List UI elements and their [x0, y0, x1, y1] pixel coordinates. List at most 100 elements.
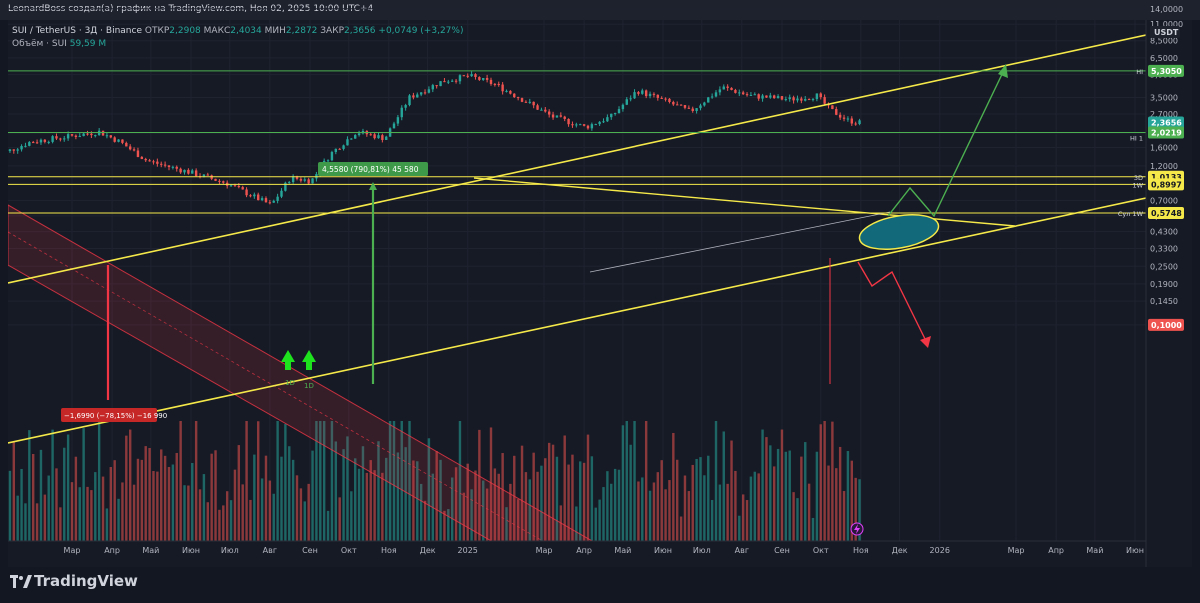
y-tick-label: 1,6000	[1150, 144, 1178, 153]
candle-body	[206, 174, 209, 176]
volume-bar	[757, 473, 760, 541]
candle-body	[513, 93, 516, 98]
candle-body	[613, 113, 617, 115]
footer-brand: TradingView	[34, 572, 138, 590]
volume-bar	[726, 483, 729, 541]
volume-bar	[610, 483, 613, 541]
volume-bar	[660, 460, 663, 541]
y-tick-label: 6,5000	[1150, 54, 1178, 63]
candle-body	[311, 178, 314, 184]
candle-body	[74, 135, 78, 137]
tradingview-logo-icon	[10, 575, 32, 588]
price-label-bg	[1148, 178, 1184, 191]
chart-legend: SUI / TetherUS · 3Д · Binance ОТКР2,2908…	[12, 25, 463, 51]
candle-body	[214, 178, 217, 181]
x-tick-label: Мар	[536, 546, 553, 555]
candle-body	[24, 145, 27, 147]
currency-badge	[1150, 26, 1180, 38]
volume-bar	[524, 472, 528, 541]
y-tick-label: 14,0000	[1150, 5, 1183, 14]
candle-body	[109, 135, 112, 138]
volume-bar	[427, 438, 431, 541]
volume-bar	[551, 444, 555, 541]
candle-body	[621, 104, 625, 110]
candle-body	[714, 92, 718, 97]
chart-panel[interactable]	[8, 20, 1192, 567]
candle-body	[16, 149, 19, 151]
volume-bar	[672, 432, 675, 541]
candle-body	[264, 198, 268, 203]
candle-body	[260, 198, 264, 201]
volume-bar	[804, 442, 807, 541]
candle-body	[350, 138, 353, 140]
footer	[0, 567, 1200, 603]
volume-bar	[722, 431, 725, 541]
volume-bar	[24, 503, 27, 541]
candle-body	[497, 83, 500, 85]
volume-bar	[140, 459, 144, 541]
volume-bar	[780, 429, 784, 541]
candle-body	[501, 84, 504, 92]
volume-bar	[59, 507, 62, 541]
volume-bar	[792, 492, 795, 541]
x-tick-label: Май	[614, 546, 631, 555]
candle-body	[136, 150, 140, 157]
x-tick-label: Мар	[1008, 546, 1025, 555]
volume-bar	[28, 430, 31, 541]
candle-body	[683, 105, 687, 108]
volume-bar	[501, 453, 504, 541]
candle-body	[385, 136, 388, 140]
candle-body	[485, 77, 489, 80]
grid	[8, 8, 1146, 541]
volume-bar	[772, 466, 776, 541]
volume-bar	[621, 425, 625, 541]
candle-body	[590, 124, 594, 129]
candle-body	[687, 107, 691, 109]
candle-body	[625, 99, 628, 105]
volume-bar	[625, 421, 628, 541]
candle-body	[419, 92, 423, 95]
candle-body	[722, 86, 725, 90]
volume-bar	[842, 491, 846, 541]
volume-bar	[644, 421, 648, 541]
candle-body	[257, 194, 260, 201]
legend-close-label: ЗАКР	[320, 26, 345, 36]
buy-arrow-icon	[302, 350, 316, 370]
candle-body	[346, 139, 349, 146]
volume-bar	[633, 421, 636, 541]
volume-bar	[664, 489, 667, 541]
candle-body	[458, 75, 462, 82]
x-tick-label: Сен	[774, 546, 790, 555]
x-tick-label: Авг	[263, 546, 277, 555]
y-tick-label: 1,2000	[1150, 162, 1178, 171]
candle-body	[447, 81, 450, 83]
volume-bar	[753, 471, 757, 541]
candle-body	[811, 99, 815, 101]
candle-body	[761, 95, 764, 99]
volume-bar	[55, 468, 58, 541]
candle-body	[555, 115, 559, 118]
volume-bar	[412, 460, 415, 541]
volume-bar	[691, 464, 694, 541]
x-tick-label: Май	[142, 546, 159, 555]
volume-bar	[761, 429, 764, 541]
legend-volume-label: Объём · SUI	[12, 39, 67, 49]
candle-body	[691, 108, 694, 112]
volume-bars	[8, 421, 861, 541]
x-tick-label: Ноя	[853, 546, 869, 555]
volume-bar	[485, 488, 489, 541]
candle-body	[858, 120, 861, 125]
inner-support-line	[589, 211, 891, 273]
candle-body	[163, 164, 167, 166]
volume-bar	[16, 495, 19, 541]
legend-row-ohlc: SUI / TetherUS · 3Д · Binance ОТКР2,2908…	[12, 25, 463, 38]
candle-body	[175, 166, 178, 169]
bullish-arrowhead	[998, 64, 1008, 78]
volume-bar	[827, 465, 830, 541]
legend-open: 2,2908	[169, 26, 201, 36]
candle-body	[280, 190, 283, 197]
volume-bar	[32, 453, 35, 541]
candle-body	[342, 145, 345, 149]
volume-bar	[342, 449, 345, 541]
